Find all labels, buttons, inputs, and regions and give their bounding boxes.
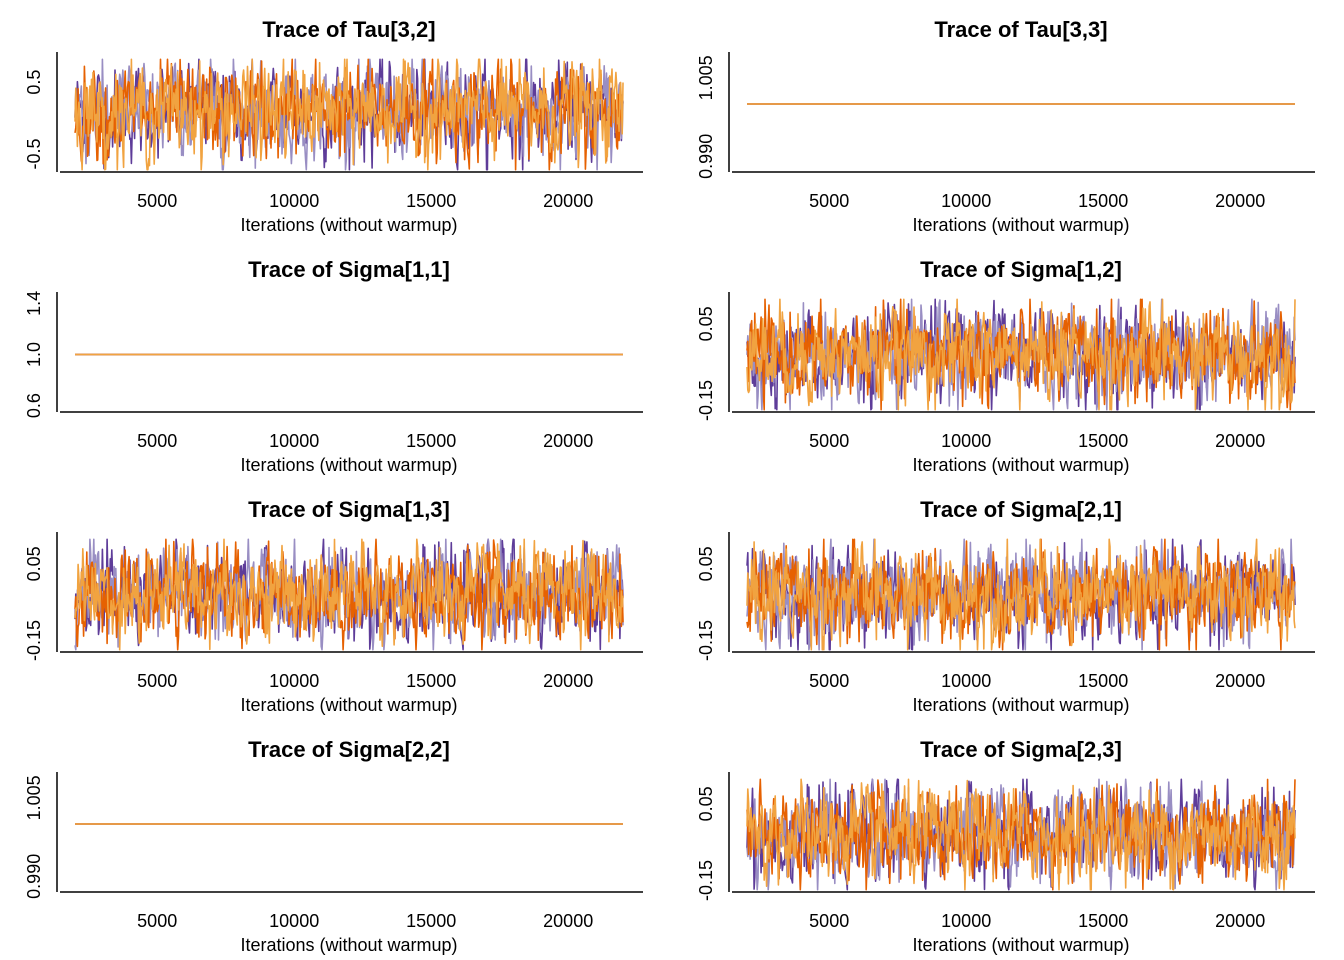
x-tick-label: 5000 [809,911,849,931]
y-tick-label: 0.05 [696,786,716,821]
y-tick-label: -0.15 [696,380,716,421]
x-tick-label: 20000 [543,191,593,211]
panel-title: Trace of Sigma[2,1] [920,497,1122,522]
y-tick-label: 0.990 [696,134,716,179]
panel-title: Trace of Sigma[1,2] [920,257,1122,282]
x-tick-label: 10000 [269,911,319,931]
x-axis-label: Iterations (without warmup) [240,455,457,475]
x-tick-label: 20000 [543,671,593,691]
panel-title: Trace of Tau[3,2] [262,17,435,42]
trace-panel-7: Trace of Sigma[2,2] 5000 10000 15000 20000 It… [24,737,643,955]
panel-title: Trace of Sigma[1,3] [248,497,450,522]
x-tick-label: 15000 [1078,431,1128,451]
x-tick-label: 15000 [406,431,456,451]
x-tick-label: 10000 [941,911,991,931]
y-tick-label: 0.5 [24,70,44,95]
x-tick-label: 20000 [1215,671,1265,691]
trace-panel-2: Trace of Tau[3,3] 5000 10000 15000 20000 Iter… [696,17,1315,235]
trace-line-chain-4 [74,58,624,171]
x-axis-label: Iterations (without warmup) [240,695,457,715]
x-axis-label: Iterations (without warmup) [912,455,1129,475]
trace-line-chain-4 [74,538,624,651]
trace-panel-4: Trace of Sigma[1,2] 5000 10000 15000 20000 It… [696,257,1315,475]
y-tick-label: 1.005 [24,775,44,820]
y-tick-label: 1.005 [696,55,716,100]
trace-panel-6: Trace of Sigma[2,1] 5000 10000 15000 20000 It… [696,497,1315,715]
x-axis-label: Iterations (without warmup) [912,215,1129,235]
x-tick-label: 15000 [406,911,456,931]
x-tick-label: 20000 [1215,191,1265,211]
x-tick-label: 15000 [1078,191,1128,211]
panel-title: Trace of Tau[3,3] [934,17,1107,42]
trace-line-chain-4 [746,538,1296,651]
panel-title: Trace of Sigma[2,3] [920,737,1122,762]
trace-line-chain-4 [746,298,1296,411]
x-tick-label: 15000 [1078,671,1128,691]
y-tick-label: -0.15 [24,620,44,661]
y-tick-label: -0.15 [696,860,716,901]
y-tick-label: 0.05 [696,306,716,341]
y-tick-label: 0.990 [24,854,44,899]
x-axis-label: Iterations (without warmup) [240,215,457,235]
y-tick-label: -0.15 [696,620,716,661]
trace-panel-5: Trace of Sigma[1,3] 5000 10000 15000 20000 It… [24,497,643,715]
x-tick-label: 15000 [406,191,456,211]
x-tick-label: 15000 [1078,911,1128,931]
x-axis-label: Iterations (without warmup) [912,935,1129,955]
x-axis-label: Iterations (without warmup) [240,935,457,955]
x-tick-label: 10000 [269,671,319,691]
y-tick-label: 0.05 [24,546,44,581]
trace-panel-8: Trace of Sigma[2,3] 5000 10000 15000 20000 It… [696,737,1315,955]
x-tick-label: 5000 [137,671,177,691]
x-tick-label: 5000 [809,671,849,691]
x-axis-label: Iterations (without warmup) [912,695,1129,715]
y-tick-label: 1.0 [24,342,44,367]
x-tick-label: 5000 [137,911,177,931]
trace-line-chain-3 [746,298,1296,411]
panel-title: Trace of Sigma[2,2] [248,737,450,762]
x-tick-label: 10000 [269,431,319,451]
x-tick-label: 10000 [941,191,991,211]
y-tick-label: 1.4 [24,291,44,316]
x-tick-label: 5000 [809,191,849,211]
x-tick-label: 5000 [137,431,177,451]
x-tick-label: 5000 [809,431,849,451]
trace-panel-3: Trace of Sigma[1,1] 5000 10000 15000 20000 It… [24,257,643,475]
trace-panel-1: Trace of Tau[3,2] 5000 10000 15000 20000 Iter… [24,17,643,235]
x-tick-label: 10000 [269,191,319,211]
x-tick-label: 20000 [543,431,593,451]
y-tick-label: -0.5 [24,139,44,170]
x-tick-label: 5000 [137,191,177,211]
trace-line-chain-4 [746,778,1296,891]
x-tick-label: 20000 [1215,911,1265,931]
y-tick-label: 0.05 [696,546,716,581]
x-tick-label: 10000 [941,671,991,691]
x-tick-label: 20000 [543,911,593,931]
x-tick-label: 20000 [1215,431,1265,451]
y-tick-label: 0.6 [24,393,44,418]
x-tick-label: 10000 [941,431,991,451]
x-tick-label: 15000 [406,671,456,691]
panel-title: Trace of Sigma[1,1] [248,257,450,282]
